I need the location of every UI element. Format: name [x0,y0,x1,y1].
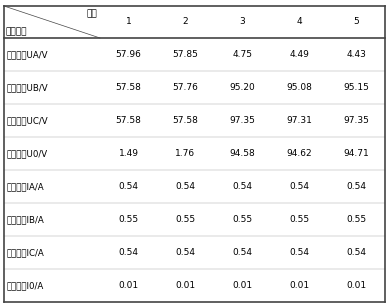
Text: 时间点：: 时间点： [6,27,28,36]
Text: 0.01: 0.01 [289,281,310,290]
Text: 57.58: 57.58 [173,116,198,125]
Text: 0.54: 0.54 [347,182,366,191]
Text: 机端电流IC/A: 机端电流IC/A [7,248,45,257]
Text: 1.76: 1.76 [175,149,196,158]
Text: 4: 4 [297,18,302,26]
Text: 94.71: 94.71 [343,149,370,158]
Text: 94.58: 94.58 [230,149,255,158]
Text: 机端电流IA/A: 机端电流IA/A [7,182,45,191]
Text: 0.54: 0.54 [175,182,196,191]
Text: 1: 1 [126,18,131,26]
Text: 0.54: 0.54 [119,248,138,257]
Text: 0.55: 0.55 [347,215,366,224]
Text: 95.08: 95.08 [287,83,312,92]
Text: 机端电流I0/A: 机端电流I0/A [7,281,44,290]
Text: 0.01: 0.01 [347,281,366,290]
Text: 0.54: 0.54 [119,182,138,191]
Text: 4.75: 4.75 [233,50,252,59]
Text: 机端电压U0/V: 机端电压U0/V [7,149,48,158]
Text: 57.85: 57.85 [173,50,198,59]
Text: 机端电流IB/A: 机端电流IB/A [7,215,45,224]
Text: 机端电压UB/V: 机端电压UB/V [7,83,49,92]
Text: 94.62: 94.62 [287,149,312,158]
Text: 0.01: 0.01 [233,281,252,290]
Text: 1.49: 1.49 [119,149,138,158]
Text: 5: 5 [354,18,359,26]
Text: 97.35: 97.35 [343,116,370,125]
Text: 4.49: 4.49 [289,50,309,59]
Text: 0.54: 0.54 [175,248,196,257]
Text: 机端电压UA/V: 机端电压UA/V [7,50,49,59]
Text: 95.20: 95.20 [230,83,255,92]
Text: 0.01: 0.01 [118,281,138,290]
Text: 4.43: 4.43 [347,50,366,59]
Text: 0.54: 0.54 [289,248,310,257]
Text: 57.76: 57.76 [173,83,198,92]
Text: 0.01: 0.01 [175,281,196,290]
Text: 0.55: 0.55 [233,215,252,224]
Text: 57.58: 57.58 [116,116,142,125]
Text: 0.54: 0.54 [233,182,252,191]
Text: 0.54: 0.54 [347,248,366,257]
Text: 0.55: 0.55 [289,215,310,224]
Text: 0.54: 0.54 [289,182,310,191]
Text: 97.31: 97.31 [287,116,312,125]
Text: 57.58: 57.58 [116,83,142,92]
Text: 57.96: 57.96 [116,50,142,59]
Text: 97.35: 97.35 [230,116,256,125]
Text: 95.15: 95.15 [343,83,370,92]
Text: 0.55: 0.55 [118,215,138,224]
Text: 0.54: 0.54 [233,248,252,257]
Text: 2: 2 [183,18,188,26]
Text: 机端电压UC/V: 机端电压UC/V [7,116,49,125]
Text: 数据: 数据 [86,9,97,18]
Text: 0.55: 0.55 [175,215,196,224]
Text: 3: 3 [240,18,245,26]
